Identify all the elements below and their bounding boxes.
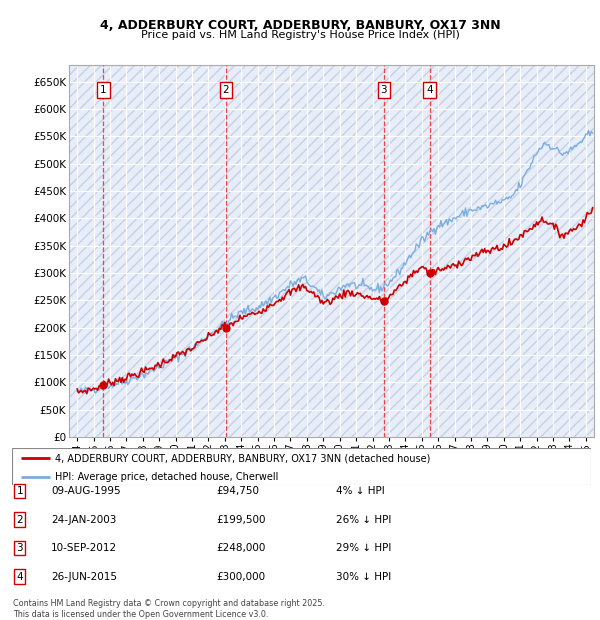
Text: HPI: Average price, detached house, Cherwell: HPI: Average price, detached house, Cher… <box>55 472 279 482</box>
Text: 4: 4 <box>426 85 433 95</box>
Text: £94,750: £94,750 <box>216 486 259 496</box>
Text: 4% ↓ HPI: 4% ↓ HPI <box>336 486 385 496</box>
Text: 1: 1 <box>16 486 23 496</box>
Text: 4, ADDERBURY COURT, ADDERBURY, BANBURY, OX17 3NN (detached house): 4, ADDERBURY COURT, ADDERBURY, BANBURY, … <box>55 453 431 463</box>
Text: 09-AUG-1995: 09-AUG-1995 <box>51 486 121 496</box>
Text: 2: 2 <box>16 515 23 525</box>
Text: £248,000: £248,000 <box>216 543 265 553</box>
Text: 30% ↓ HPI: 30% ↓ HPI <box>336 572 391 582</box>
Text: Contains HM Land Registry data © Crown copyright and database right 2025.
This d: Contains HM Land Registry data © Crown c… <box>13 600 325 619</box>
Text: 10-SEP-2012: 10-SEP-2012 <box>51 543 117 553</box>
Text: £199,500: £199,500 <box>216 515 265 525</box>
FancyBboxPatch shape <box>12 448 591 485</box>
Text: 26-JUN-2015: 26-JUN-2015 <box>51 572 117 582</box>
Text: 4: 4 <box>16 572 23 582</box>
Text: £300,000: £300,000 <box>216 572 265 582</box>
Text: 2: 2 <box>223 85 229 95</box>
Text: 24-JAN-2003: 24-JAN-2003 <box>51 515 116 525</box>
Text: 4, ADDERBURY COURT, ADDERBURY, BANBURY, OX17 3NN: 4, ADDERBURY COURT, ADDERBURY, BANBURY, … <box>100 19 500 32</box>
Text: 1: 1 <box>100 85 107 95</box>
Text: Price paid vs. HM Land Registry's House Price Index (HPI): Price paid vs. HM Land Registry's House … <box>140 30 460 40</box>
Text: 29% ↓ HPI: 29% ↓ HPI <box>336 543 391 553</box>
Text: 26% ↓ HPI: 26% ↓ HPI <box>336 515 391 525</box>
Text: 3: 3 <box>16 543 23 553</box>
Text: 3: 3 <box>380 85 387 95</box>
